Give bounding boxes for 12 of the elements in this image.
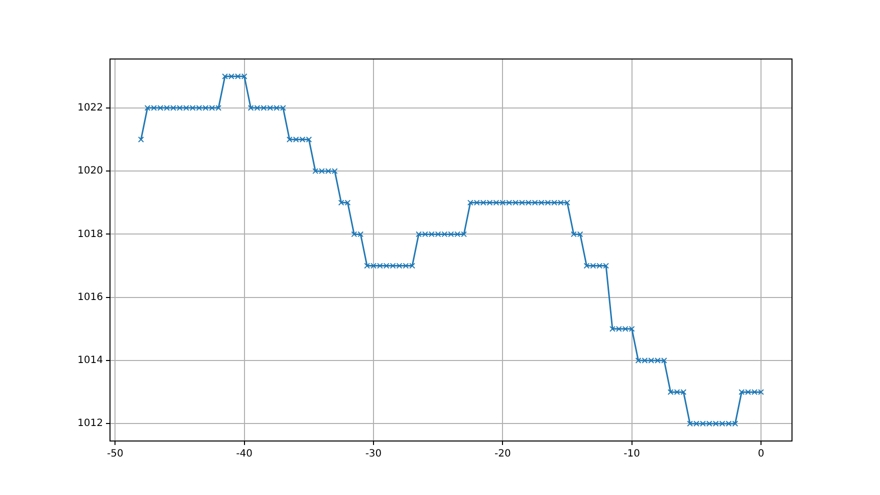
y-tick-label: 1020 <box>78 166 103 177</box>
x-tick-label: -50 <box>106 448 124 460</box>
y-tick-label: 1014 <box>78 355 103 366</box>
x-tick-label: -20 <box>494 448 511 460</box>
y-tick-label: 1018 <box>78 228 103 240</box>
x-tick-label: -30 <box>365 448 382 460</box>
x-tick-label: -10 <box>624 448 640 460</box>
y-tick-label: 1022 <box>78 102 103 114</box>
y-tick-label: 1012 <box>78 418 103 430</box>
x-tick-label: 0 <box>758 448 764 460</box>
x-tick-label: -40 <box>236 448 253 460</box>
y-tick-label: 1016 <box>78 292 103 303</box>
